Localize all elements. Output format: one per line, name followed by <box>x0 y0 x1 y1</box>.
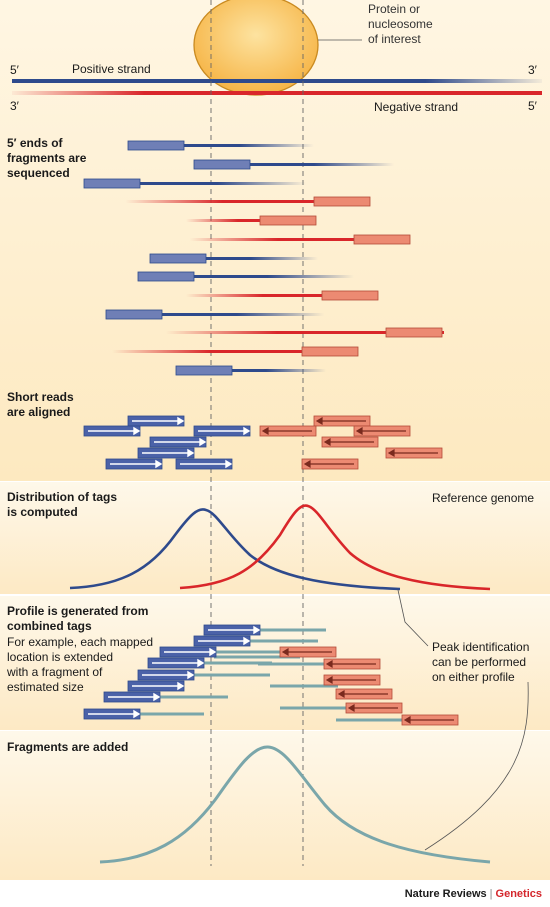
peak-callout-line-2 <box>424 681 529 851</box>
step2-label: Short reads are aligned <box>7 390 74 419</box>
reference-genome-label: Reference genome <box>432 491 535 505</box>
footer-journal: Nature Reviews <box>404 888 487 900</box>
positive-distribution-curve <box>69 508 401 591</box>
negative-strand-label: Negative strand <box>374 100 459 114</box>
footer-credit: Nature Reviews | Genetics <box>405 888 542 900</box>
step3-label: Distribution of tags is computed <box>7 490 117 519</box>
footer-divider: | <box>489 888 493 900</box>
negative-strand <box>12 91 542 95</box>
peak-callout-line <box>397 589 429 647</box>
extended-fragments <box>83 624 459 726</box>
footer-section: Genetics <box>495 888 542 900</box>
positive-strand <box>12 79 542 83</box>
summed-profile-curve <box>99 745 491 864</box>
protein-label: Protein or nucleosome of interest <box>368 2 433 46</box>
negative-distribution-curve <box>179 504 491 591</box>
distribution-panel <box>0 482 550 594</box>
fragment-rows <box>83 140 444 376</box>
strand-3prime-top-right: 3′ <box>528 63 537 77</box>
step1-label: 5′ ends of fragments are sequenced <box>7 136 87 180</box>
sum-panel <box>0 731 550 880</box>
peak-note: Peak identification can be performed on … <box>432 640 530 684</box>
step4-body: For example, each mapped location is ext… <box>7 635 154 694</box>
positive-strand-label: Positive strand <box>72 62 151 76</box>
step4-title: Profile is generated from combined tags <box>7 604 149 633</box>
step5-label: Fragments are added <box>7 740 129 754</box>
aligned-reads <box>83 415 443 470</box>
strand-5prime-bottom-right: 5′ <box>528 99 537 113</box>
strand-3prime-bottom-left: 3′ <box>10 99 19 113</box>
strand-5prime-top-left: 5′ <box>10 63 19 77</box>
